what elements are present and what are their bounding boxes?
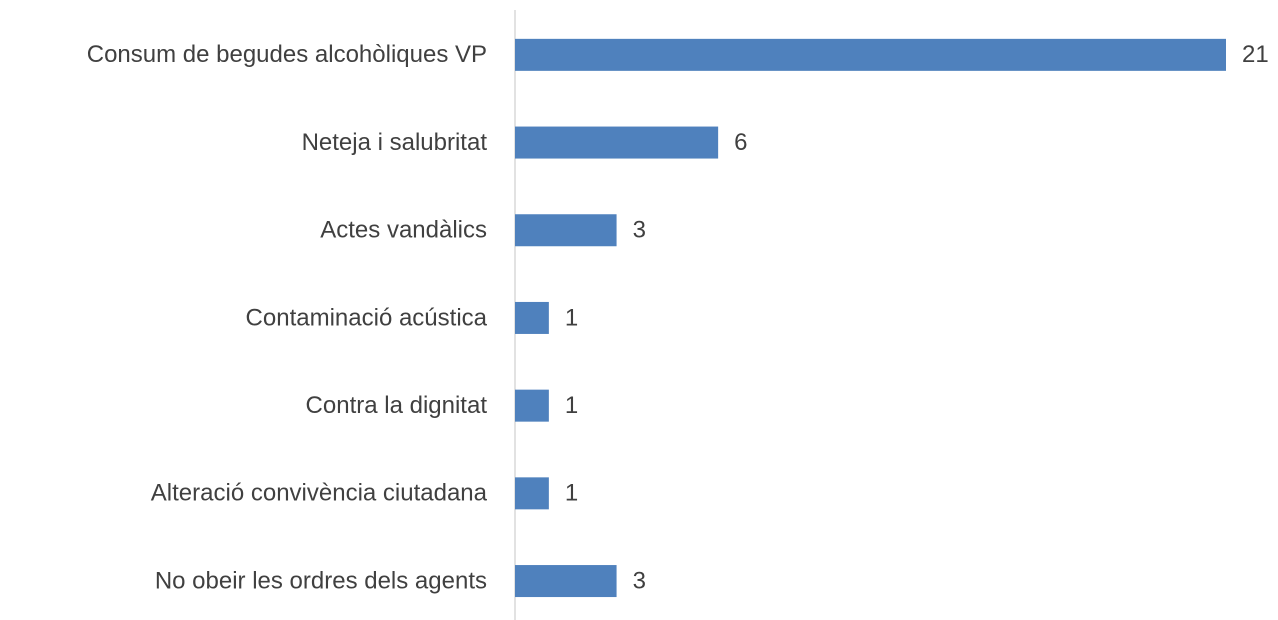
bar — [515, 38, 1226, 71]
data-label: 3 — [633, 567, 646, 594]
bar — [515, 477, 549, 510]
data-label: 1 — [565, 392, 578, 419]
bar — [515, 301, 549, 334]
category-label: Actes vandàlics — [320, 217, 487, 244]
category-label: Neteja i salubritat — [302, 129, 488, 156]
data-label: 1 — [565, 304, 578, 331]
data-label: 1 — [565, 480, 578, 507]
category-label: Contaminació acústica — [246, 304, 488, 331]
category-label: Contra la dignitat — [306, 392, 488, 419]
data-label: 21 — [1242, 41, 1269, 68]
data-label: 3 — [633, 217, 646, 244]
bar — [515, 214, 617, 247]
data-label: 6 — [734, 129, 747, 156]
category-label: No obeir les ordres dels agents — [155, 567, 487, 594]
bar — [515, 389, 549, 422]
category-label: Consum de begudes alcohòliques VP — [87, 41, 487, 68]
bar — [515, 565, 617, 598]
bar — [515, 126, 719, 159]
category-label: Alteració convivència ciutadana — [151, 480, 488, 507]
